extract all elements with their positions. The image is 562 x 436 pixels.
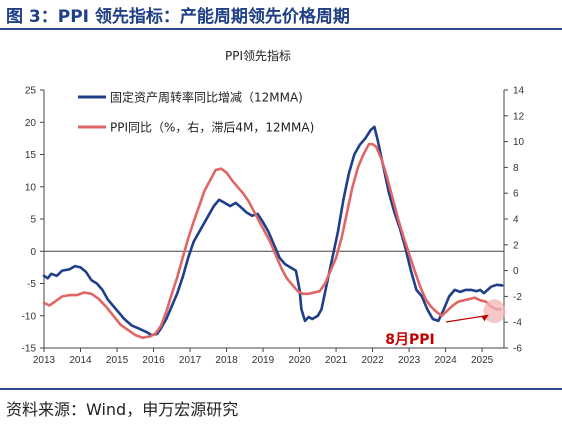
y-right-tick-label: 0: [513, 266, 519, 277]
x-tick-label: 2024: [434, 355, 457, 366]
x-tick-label: 2022: [361, 355, 384, 366]
annotation-label: 8月PPI: [385, 332, 434, 348]
legend-label: PPI同比（%，右，滞后4M，12MMA): [110, 120, 314, 135]
y-left-tick-label: 5: [30, 215, 36, 226]
y-right-tick-label: 6: [513, 189, 519, 200]
y-right-tick-label: 2: [513, 240, 519, 251]
x-tick-label: 2016: [142, 355, 165, 366]
y-left-tick-label: 0: [30, 247, 36, 258]
y-right-tick-label: -4: [513, 318, 522, 329]
source-note: 资料来源：Wind，申万宏源研究: [6, 400, 239, 419]
chart-legend: 固定资产周转率同比增减（12MMA) PPI同比（%，右，滞后4M，12MMA): [78, 90, 314, 135]
y-right-tick-label: 14: [513, 86, 525, 97]
series-line-ppi: [42, 142, 502, 339]
y-right-tick-label: -2: [513, 292, 522, 303]
y-left-tick-label: 20: [25, 118, 37, 129]
x-tick-label: 2021: [325, 355, 348, 366]
y-right-tick-label: 10: [513, 137, 525, 148]
annotation-arrow-head: [481, 315, 489, 322]
annotation-layer: 8月PPI: [385, 299, 506, 348]
y-right-tick-label: 4: [513, 215, 519, 226]
y-right-tick-label: 8: [513, 163, 519, 174]
ppi-leading-indicator-chart: PPI领先指标 -15-10-50510152025-6-4-202468101…: [22, 48, 525, 367]
y-left-tick-label: -10: [22, 311, 37, 322]
legend-label: 固定资产周转率同比增减（12MMA): [110, 90, 303, 105]
figure-header: 图 3：PPI 领先指标：产能周期领先价格周期: [0, 0, 562, 30]
x-tick-label: 2019: [252, 355, 275, 366]
x-tick-label: 2017: [179, 355, 202, 366]
x-tick-label: 2018: [215, 355, 238, 366]
series-line-fixed-asset-turnover: [42, 125, 504, 337]
footer-divider: [0, 388, 562, 390]
series-layer: [42, 125, 504, 339]
x-tick-label: 2025: [471, 355, 494, 366]
y-left-tick-label: 15: [25, 150, 37, 161]
chart-title: PPI领先指标: [225, 48, 291, 63]
annotation-arrow-line: [445, 314, 489, 323]
y-left-tick-label: 25: [25, 86, 37, 97]
x-tick-label: 2020: [288, 355, 311, 366]
y-right-tick-label: -6: [513, 344, 522, 355]
x-tick-label: 2013: [33, 355, 56, 366]
figure-title: 图 3：PPI 领先指标：产能周期领先价格周期: [6, 7, 350, 27]
x-tick-label: 2023: [398, 355, 421, 366]
y-left-tick-label: -5: [27, 279, 36, 290]
x-tick-label: 2015: [106, 355, 129, 366]
y-right-tick-label: 12: [513, 111, 525, 122]
x-tick-label: 2014: [69, 355, 92, 366]
ppi-highlight-circle: [483, 299, 506, 324]
y-left-tick-label: -15: [22, 344, 37, 355]
y-left-tick-label: 10: [25, 182, 37, 193]
